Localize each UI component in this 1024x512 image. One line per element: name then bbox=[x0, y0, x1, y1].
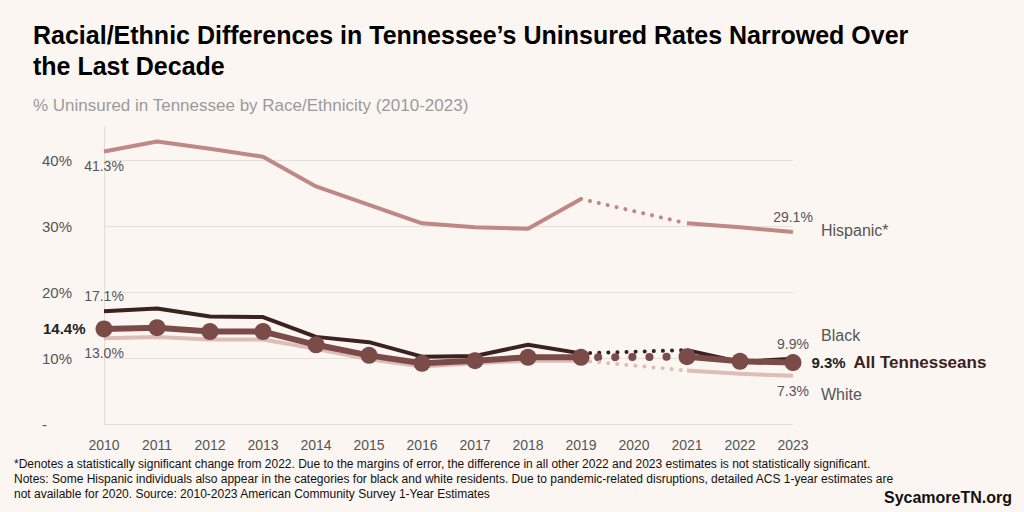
svg-text:the Last Decade: the Last Decade bbox=[33, 52, 225, 80]
svg-text:% Uninsured in Tennessee by Ra: % Uninsured in Tennessee by Race/Ethnici… bbox=[33, 96, 468, 115]
svg-text:*Denotes a statistically signi: *Denotes a statistically significant cha… bbox=[14, 457, 870, 471]
svg-text:29.1%: 29.1% bbox=[773, 209, 813, 225]
svg-text:13.0%: 13.0% bbox=[84, 345, 124, 361]
svg-text:7.3%: 7.3% bbox=[777, 383, 809, 399]
svg-text:9.9%: 9.9% bbox=[777, 336, 809, 352]
svg-text:2021: 2021 bbox=[671, 437, 702, 453]
svg-text:40%: 40% bbox=[42, 152, 72, 169]
svg-text:2012: 2012 bbox=[194, 437, 225, 453]
svg-text:17.1%: 17.1% bbox=[84, 288, 124, 304]
svg-text:2022: 2022 bbox=[724, 437, 755, 453]
svg-text:2011: 2011 bbox=[142, 437, 172, 453]
svg-text:Hispanic*: Hispanic* bbox=[821, 222, 889, 239]
svg-text:20%: 20% bbox=[42, 284, 72, 301]
svg-text:2017: 2017 bbox=[459, 437, 490, 453]
svg-text:14.4%: 14.4% bbox=[43, 320, 86, 337]
svg-text:-: - bbox=[42, 416, 47, 433]
svg-text:10%: 10% bbox=[42, 350, 72, 367]
svg-text:30%: 30% bbox=[42, 218, 72, 235]
svg-text:2018: 2018 bbox=[512, 437, 543, 453]
svg-text:2016: 2016 bbox=[406, 437, 437, 453]
svg-text:2020: 2020 bbox=[618, 437, 649, 453]
svg-text:Notes: Some Hispanic individua: Notes: Some Hispanic individuals also ap… bbox=[14, 472, 893, 486]
svg-text:2019: 2019 bbox=[565, 437, 596, 453]
svg-text:2014: 2014 bbox=[300, 437, 331, 453]
svg-text:SycamoreTN.org: SycamoreTN.org bbox=[884, 489, 1012, 506]
svg-text:2023: 2023 bbox=[777, 437, 808, 453]
svg-text:2013: 2013 bbox=[247, 437, 278, 453]
svg-text:41.3%: 41.3% bbox=[84, 158, 124, 174]
svg-text:All Tennesseans: All Tennesseans bbox=[853, 353, 986, 372]
svg-text:Racial/Ethnic Differences in T: Racial/Ethnic Differences in Tennessee’s… bbox=[33, 21, 915, 49]
svg-text:2010: 2010 bbox=[88, 437, 119, 453]
svg-text:2015: 2015 bbox=[353, 437, 384, 453]
svg-text:not available for 2020. Source: not available for 2020. Source: 2010-202… bbox=[14, 487, 490, 501]
svg-text:Black: Black bbox=[821, 327, 861, 344]
svg-text:White: White bbox=[821, 386, 862, 403]
svg-text:9.3%: 9.3% bbox=[812, 354, 846, 371]
